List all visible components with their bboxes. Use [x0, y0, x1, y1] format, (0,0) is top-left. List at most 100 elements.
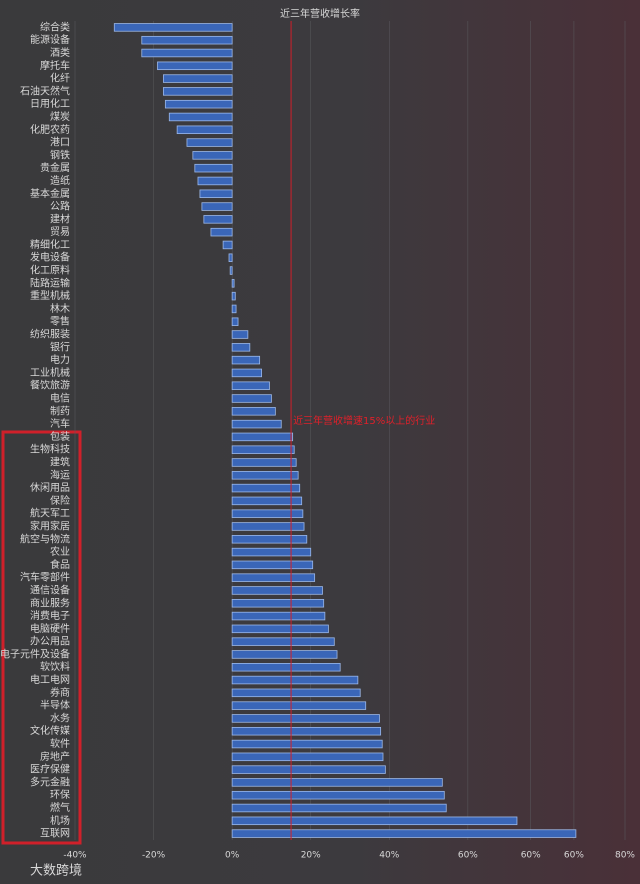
y-tick-label: 电力 — [50, 353, 70, 366]
bar — [231, 816, 518, 826]
bar — [231, 496, 303, 506]
y-tick-label: 基本金属 — [30, 187, 70, 200]
y-tick-label: 贵金属 — [40, 161, 70, 174]
y-tick-label: 综合类 — [40, 20, 70, 33]
y-tick-label: 零售 — [50, 315, 70, 328]
y-tick-label: 石油天然气 — [20, 84, 70, 97]
bar — [231, 304, 237, 314]
bar — [231, 637, 335, 646]
y-tick-label: 餐饮旅游 — [30, 379, 70, 392]
y-tick-label: 制药 — [50, 404, 70, 417]
bar — [176, 125, 233, 135]
x-tick-label: 40% — [379, 851, 399, 861]
bar — [231, 624, 329, 634]
y-tick-label: 造纸 — [50, 174, 70, 187]
bar — [231, 560, 314, 570]
y-tick-label: 重型机械 — [30, 289, 70, 302]
bar — [231, 279, 235, 288]
bar — [168, 112, 233, 122]
y-tick-label: 包装 — [50, 430, 70, 443]
y-tick-label: 生物科技 — [30, 443, 70, 456]
y-tick-label: 文化传媒 — [30, 724, 70, 737]
y-tick-label: 办公用品 — [30, 635, 70, 648]
x-tick-label: 60% — [564, 851, 584, 861]
y-tick-label: 农业 — [50, 545, 70, 558]
y-tick-label: 航天军工 — [30, 507, 70, 520]
y-tick-label: 公路 — [50, 200, 70, 213]
bar — [231, 790, 445, 800]
y-tick-label: 房地产 — [40, 750, 70, 763]
y-tick-label: 环保 — [50, 788, 70, 801]
y-tick-label: 化工原料 — [30, 264, 70, 277]
bar — [141, 48, 233, 58]
y-tick-label: 发电设备 — [30, 251, 70, 264]
x-tick-label: -40% — [63, 851, 87, 861]
x-tick-label: 0% — [225, 851, 240, 861]
bar — [231, 483, 301, 493]
bar — [157, 61, 233, 71]
y-tick-label: 食品 — [50, 558, 70, 571]
bar — [231, 765, 386, 774]
bar — [210, 227, 233, 237]
bar — [231, 471, 299, 480]
y-tick-label: 燃气 — [50, 801, 70, 814]
y-tick-label: 精细化工 — [30, 238, 70, 251]
y-tick-label: 日用化工 — [30, 97, 70, 110]
y-tick-label: 煤炭 — [50, 110, 70, 123]
bar — [231, 368, 263, 378]
watermark: 大数跨境 — [30, 864, 82, 879]
bar — [203, 215, 233, 224]
y-tick-label: 纺织服装 — [30, 328, 70, 341]
bar — [186, 138, 233, 147]
y-tick-label: 水务 — [50, 711, 70, 724]
y-tick-label: 工业机械 — [30, 366, 70, 379]
y-tick-label: 互联网 — [40, 828, 70, 840]
y-tick-label: 电工电网 — [30, 673, 70, 686]
bar — [231, 650, 338, 659]
bar — [231, 522, 305, 531]
bar — [199, 189, 233, 198]
bar — [231, 381, 270, 390]
y-tick-label: 航空与物流 — [20, 532, 70, 545]
y-tick-label: 建筑 — [50, 455, 70, 468]
x-tick-label: 60% — [458, 851, 478, 861]
bar — [231, 432, 294, 442]
y-tick-label: 券商 — [50, 686, 70, 699]
bar — [231, 547, 312, 557]
bar — [197, 176, 233, 186]
y-tick-label: 银行 — [50, 340, 70, 353]
y-tick-label: 林木 — [50, 302, 70, 315]
x-tick-label: -20% — [142, 851, 166, 861]
bar — [231, 675, 359, 685]
bar — [231, 663, 341, 672]
bar — [231, 714, 380, 723]
bar — [231, 599, 325, 608]
y-tick-label: 休闲用品 — [30, 481, 70, 494]
y-tick-label: 摩托车 — [40, 59, 70, 72]
y-tick-label: 软件 — [50, 737, 70, 750]
bar — [231, 573, 316, 582]
y-tick-label: 软饮料 — [40, 660, 70, 673]
bar — [231, 778, 443, 787]
bar — [231, 317, 239, 326]
bar — [231, 829, 577, 838]
bar — [231, 701, 367, 710]
bar — [231, 445, 295, 454]
y-tick-label: 多元金融 — [30, 775, 70, 788]
y-tick-label: 电信 — [50, 392, 70, 405]
y-tick-label: 酒类 — [50, 46, 70, 59]
highlight-box — [1, 430, 82, 845]
y-tick-label: 电脑硬件 — [30, 622, 70, 635]
annotation: 近三年营收增速15%以上的行业 — [293, 414, 435, 427]
y-tick-label: 保险 — [50, 494, 70, 507]
bar — [231, 355, 261, 365]
bar — [228, 253, 233, 262]
bar — [192, 151, 233, 160]
y-tick-label: 贸易 — [50, 226, 70, 238]
bar — [231, 394, 272, 403]
y-tick-label: 通信设备 — [30, 583, 70, 596]
bar — [231, 343, 251, 352]
bar — [231, 586, 323, 595]
y-tick-label: 汽车零部件 — [20, 571, 70, 584]
bar — [141, 35, 233, 45]
